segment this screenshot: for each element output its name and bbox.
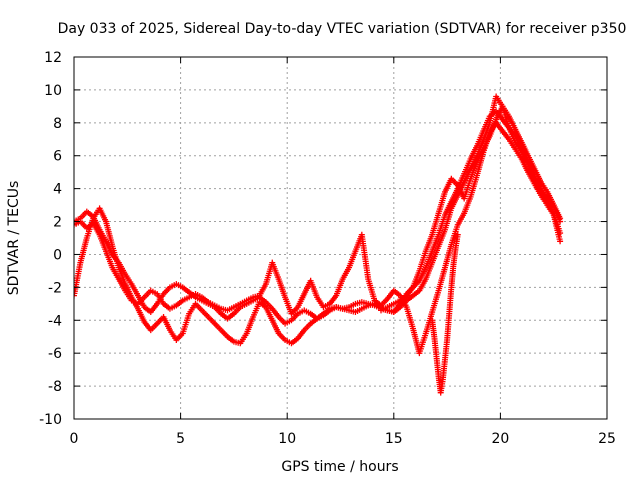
ticks: 0 5 10 15 20 25 -10 -8 -6 -4 -2 0 2 4 6 8 10 12 [39, 50, 616, 447]
x-tick-label: 5 [176, 431, 185, 447]
grid [74, 57, 607, 419]
x-tick-label: 20 [491, 431, 509, 447]
y-tick-label: -10 [39, 412, 62, 428]
plot-frame [73, 56, 608, 420]
y-tick-label: -6 [48, 346, 62, 362]
data-point [557, 218, 564, 225]
y-tick-label: 12 [44, 50, 62, 66]
x-tick-label: 25 [598, 431, 616, 447]
y-tick-label: 10 [44, 83, 62, 99]
series-track-3 [74, 119, 564, 357]
chart-title: Day 033 of 2025, Sidereal Day-to-day VTE… [58, 21, 627, 37]
series-track-4 [378, 103, 564, 314]
x-tick-label: 10 [278, 431, 296, 447]
series-layer [74, 93, 564, 396]
x-tick-label: 0 [70, 431, 79, 447]
series-line [380, 105, 561, 312]
data-point [454, 231, 461, 238]
data-point [74, 292, 77, 299]
y-tick-label: -2 [48, 280, 62, 296]
data-point [557, 238, 564, 245]
x-axis-label: GPS time / hours [281, 459, 398, 475]
y-tick-label: 6 [53, 149, 62, 165]
y-tick-label: 4 [53, 182, 62, 198]
y-tick-label: -8 [48, 379, 62, 395]
y-tick-label: 2 [53, 215, 62, 231]
x-tick-label: 15 [385, 431, 403, 447]
series-track-5 [429, 231, 461, 396]
y-tick-label: -4 [48, 313, 62, 329]
y-axis-label: SDTVAR / TECUs [6, 181, 22, 296]
y-tick-label: 8 [53, 116, 62, 132]
y-tick-label: 0 [53, 247, 62, 263]
